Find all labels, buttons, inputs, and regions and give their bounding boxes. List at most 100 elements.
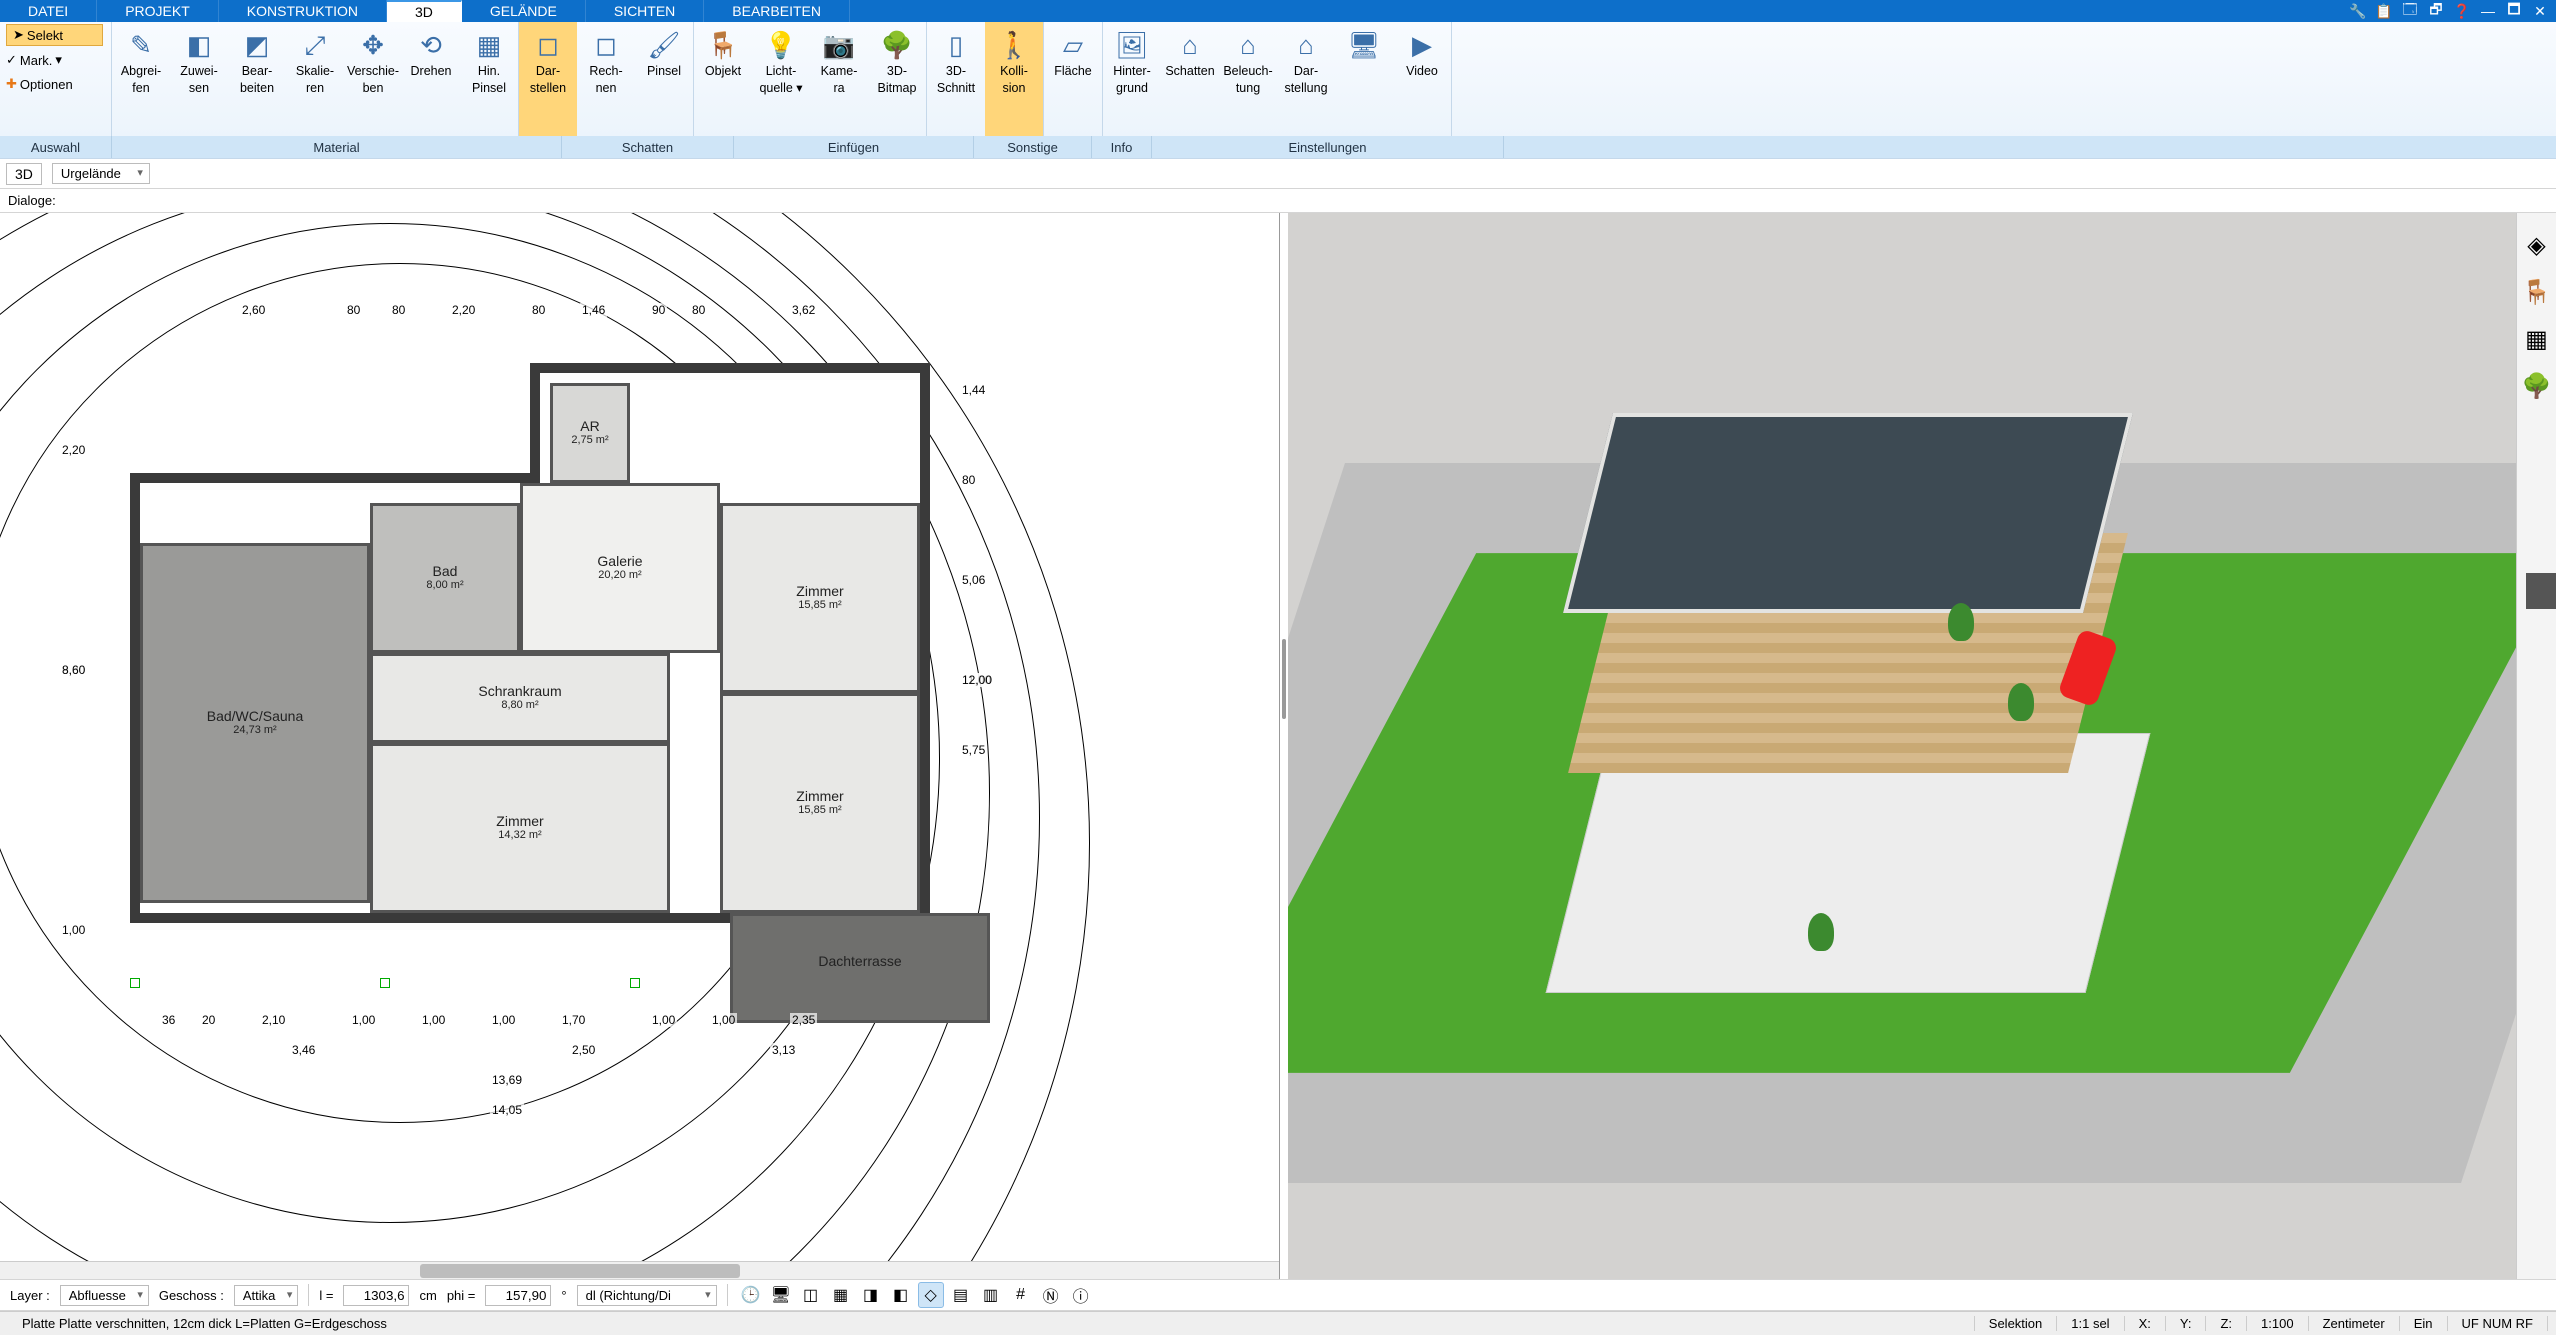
close-icon[interactable]: ✕ bbox=[2530, 2, 2550, 20]
minimize-icon[interactable]: — bbox=[2478, 2, 2498, 20]
selection-handle[interactable] bbox=[130, 978, 140, 988]
dimension: 8,60 bbox=[60, 663, 87, 677]
plants-icon[interactable]: 🌳 bbox=[2522, 372, 2552, 401]
toolbar-icon[interactable]: ◇ bbox=[918, 1282, 944, 1308]
menu-tab-konstruktion[interactable]: KONSTRUKTION bbox=[219, 0, 387, 22]
toolbar-icon[interactable]: ⓘ bbox=[1068, 1282, 1094, 1308]
geschoss-combo[interactable]: Attika bbox=[234, 1285, 299, 1306]
status-sel-scale: 1:1 sel bbox=[2057, 1316, 2124, 1331]
help-icon[interactable]: ❓ bbox=[2452, 2, 2472, 20]
ribbon-btn[interactable]: ▱Fläche bbox=[1044, 22, 1102, 136]
ribbon-btn[interactable]: 💡Licht-quelle ▾ bbox=[752, 22, 810, 136]
ribbon-btn[interactable]: ⌂Dar-stellung bbox=[1277, 22, 1335, 136]
floorplan-view[interactable]: Bad/WC/Sauna24,73 m²Bad8,00 m²Schrankrau… bbox=[0, 213, 1280, 1279]
mark-button[interactable]: ✓ Mark. ▾ bbox=[0, 48, 111, 72]
toolbar-icon[interactable]: ▥ bbox=[978, 1282, 1004, 1308]
maximize-icon[interactable]: 🗖 bbox=[2504, 2, 2524, 20]
terrain-combo[interactable]: Urgelände bbox=[52, 163, 150, 184]
ribbon-btn[interactable]: ◧Zuwei-sen bbox=[170, 22, 228, 136]
toolbar-icon[interactable]: # bbox=[1008, 1282, 1034, 1308]
ribbon-icon: 📷 bbox=[822, 28, 856, 62]
select-button[interactable]: ➤ Selekt bbox=[6, 24, 103, 46]
ribbon-label: Sonstige bbox=[974, 136, 1092, 158]
ribbon-icon: ◻ bbox=[589, 28, 623, 62]
dimension: 1,00 bbox=[60, 923, 87, 937]
window1-icon[interactable]: 🗔 bbox=[2400, 2, 2420, 20]
ribbon-icon: 🖥 bbox=[1347, 28, 1381, 62]
ribbon-btn[interactable]: 🌳3D-Bitmap bbox=[868, 22, 926, 136]
menu-tab-gelaende[interactable]: GELÄNDE bbox=[462, 0, 586, 22]
toolbar-icon[interactable]: ◨ bbox=[858, 1282, 884, 1308]
toolbar-icon[interactable]: 🖥 bbox=[768, 1282, 794, 1308]
ribbon-label: Info bbox=[1092, 136, 1152, 158]
layers-icon[interactable]: ◈ bbox=[2527, 231, 2545, 260]
direction-combo[interactable]: dl (Richtung/Di bbox=[577, 1285, 717, 1306]
dimension: 5,06 bbox=[960, 573, 987, 587]
ribbon-icon: 💡 bbox=[764, 28, 798, 62]
ribbon-btn[interactable]: ▶Video bbox=[1393, 22, 1451, 136]
ribbon-icon: ⌂ bbox=[1231, 28, 1265, 62]
ribbon-btn[interactable]: ⌂Schatten bbox=[1161, 22, 1219, 136]
ribbon-btn[interactable]: ◻Dar-stellen bbox=[519, 22, 577, 136]
status-y: Y: bbox=[2166, 1316, 2207, 1331]
dimension: 3,46 bbox=[290, 1043, 317, 1057]
ribbon-btn[interactable]: ◻Rech-nen bbox=[577, 22, 635, 136]
ribbon-btn[interactable]: ▦Hin.Pinsel bbox=[460, 22, 518, 136]
toolbar-icon[interactable]: ◫ bbox=[798, 1282, 824, 1308]
phi-unit: ° bbox=[561, 1288, 566, 1303]
ribbon-btn[interactable]: 🖥 bbox=[1335, 22, 1393, 136]
ribbon-btn[interactable]: 🖌Pinsel bbox=[635, 22, 693, 136]
options-button[interactable]: ✚ Optionen bbox=[0, 72, 111, 96]
ribbon-btn[interactable]: ⟲Drehen bbox=[402, 22, 460, 136]
dimension: 90 bbox=[650, 303, 667, 317]
clipboard-icon[interactable]: 📋 bbox=[2374, 2, 2394, 20]
length-unit: cm bbox=[419, 1288, 436, 1303]
pane-splitter[interactable] bbox=[1280, 213, 1288, 1279]
selection-handle[interactable] bbox=[380, 978, 390, 988]
menu-tab-bearbeiten[interactable]: BEARBEITEN bbox=[704, 0, 850, 22]
phi-input[interactable] bbox=[485, 1285, 551, 1306]
room-label: Dachterrasse bbox=[736, 954, 984, 969]
ribbon-btn[interactable]: ⌂Beleuch-tung bbox=[1219, 22, 1277, 136]
menu-tab-3d[interactable]: 3D bbox=[387, 0, 462, 22]
layer-combo[interactable]: Abfluesse bbox=[60, 1285, 149, 1306]
ribbon-icon: ◩ bbox=[240, 28, 274, 62]
menu-tab-sichten[interactable]: SICHTEN bbox=[586, 0, 704, 22]
ribbon-btn[interactable]: ✥Verschie-ben bbox=[344, 22, 402, 136]
menu-tab-datei[interactable]: DATEI bbox=[0, 0, 97, 22]
ribbon-group-info: ▱Fläche bbox=[1044, 22, 1103, 136]
ribbon-btn[interactable]: ⤢Skalie-ren bbox=[286, 22, 344, 136]
dimension: 12,00 bbox=[960, 673, 994, 687]
ribbon-btn[interactable]: ◩Bear-beiten bbox=[228, 22, 286, 136]
length-input[interactable] bbox=[343, 1285, 409, 1306]
toolbar-icon[interactable]: ◧ bbox=[888, 1282, 914, 1308]
menu-bar: DATEI PROJEKT KONSTRUKTION 3D GELÄNDE SI… bbox=[0, 0, 2556, 22]
ribbon-btn[interactable]: 🪑Objekt bbox=[694, 22, 752, 136]
ribbon-icon: 🚶 bbox=[997, 28, 1031, 62]
layer-label: Layer : bbox=[10, 1288, 50, 1303]
materials-icon[interactable]: ▦ bbox=[2525, 325, 2548, 354]
ribbon-btn[interactable]: 📷Kame-ra bbox=[810, 22, 868, 136]
3d-view[interactable] bbox=[1288, 213, 2516, 1279]
menu-tab-projekt[interactable]: PROJEKT bbox=[97, 0, 219, 22]
ribbon-icon: ▱ bbox=[1056, 28, 1090, 62]
dimension: 1,00 bbox=[710, 1013, 737, 1027]
toolbar-icon[interactable]: ▦ bbox=[828, 1282, 854, 1308]
ribbon-btn[interactable]: 🚶Kolli-sion bbox=[985, 22, 1043, 136]
furniture-icon[interactable]: 🪑 bbox=[2522, 278, 2552, 307]
dimension: 1,00 bbox=[650, 1013, 677, 1027]
ribbon-btn[interactable]: ✎Abgrei-fen bbox=[112, 22, 170, 136]
dimension: 2,60 bbox=[240, 303, 267, 317]
toolbar-icon[interactable]: ▤ bbox=[948, 1282, 974, 1308]
ribbon-btn[interactable]: 🖼Hinter-grund bbox=[1103, 22, 1161, 136]
slide-handle[interactable] bbox=[2526, 573, 2556, 609]
selection-handle[interactable] bbox=[630, 978, 640, 988]
ribbon-label-auswahl: Auswahl bbox=[0, 136, 112, 158]
dimension: 36 bbox=[160, 1013, 177, 1027]
toolbar-icon[interactable]: Ⓝ bbox=[1038, 1282, 1064, 1308]
tools-icon[interactable]: 🔧 bbox=[2348, 2, 2368, 20]
ribbon-btn[interactable]: ▯3D-Schnitt bbox=[927, 22, 985, 136]
window2-icon[interactable]: 🗗 bbox=[2426, 2, 2446, 20]
horizontal-scrollbar[interactable] bbox=[0, 1261, 1279, 1279]
toolbar-icon[interactable]: 🕒 bbox=[738, 1282, 764, 1308]
